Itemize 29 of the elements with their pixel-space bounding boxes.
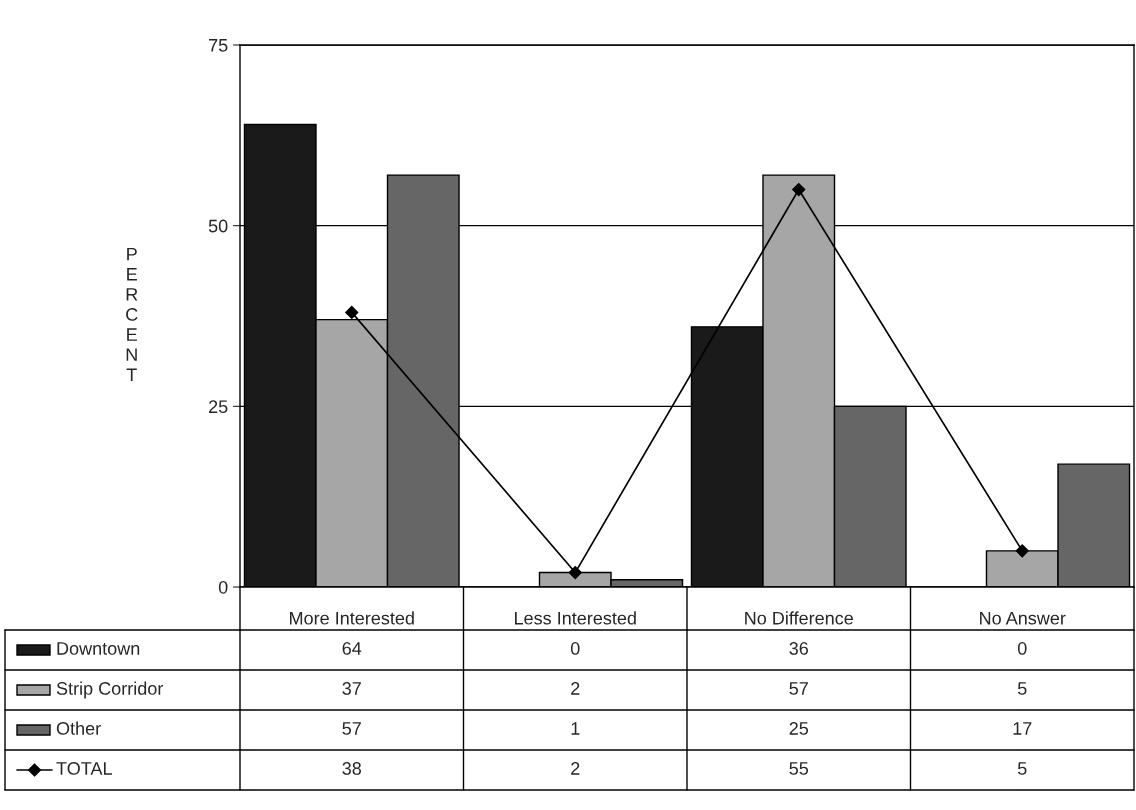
y-axis-title: PERCENT [126, 247, 138, 381]
data-label: 55 [789, 762, 809, 775]
data-label: 5 [1017, 682, 1027, 695]
data-label: 38 [342, 762, 362, 775]
legend-label: Downtown [57, 642, 140, 655]
data-label: 57 [789, 682, 808, 695]
data-label: 2 [571, 682, 580, 695]
data-label: 2 [571, 762, 580, 775]
y-tick-label: 25 [209, 400, 228, 414]
x-tick-label: More Interested [290, 611, 414, 625]
x-tick-label: Less Interested [515, 611, 636, 625]
data-label: 64 [342, 642, 362, 655]
data-label: 36 [789, 642, 808, 655]
y-tick-label: 50 [208, 219, 228, 233]
data-label: 37 [342, 682, 361, 695]
data-label: 25 [789, 722, 809, 735]
data-label: 0 [570, 642, 580, 655]
data-label: 1 [571, 722, 580, 735]
legend-label: Other [56, 721, 101, 735]
data-label: 5 [1017, 762, 1027, 775]
legend-label: Strip Corridor [56, 681, 164, 699]
y-tick-label: 75 [209, 39, 228, 52]
x-tick-label: No Difference [745, 611, 853, 625]
data-label: 17 [1013, 722, 1032, 735]
y-tick-label: 0 [218, 580, 228, 594]
data-label: 57 [342, 722, 361, 735]
x-tick-label: No Answer [980, 611, 1066, 625]
data-label: 0 [1017, 642, 1027, 655]
legend-label: TOTAL [56, 762, 112, 775]
